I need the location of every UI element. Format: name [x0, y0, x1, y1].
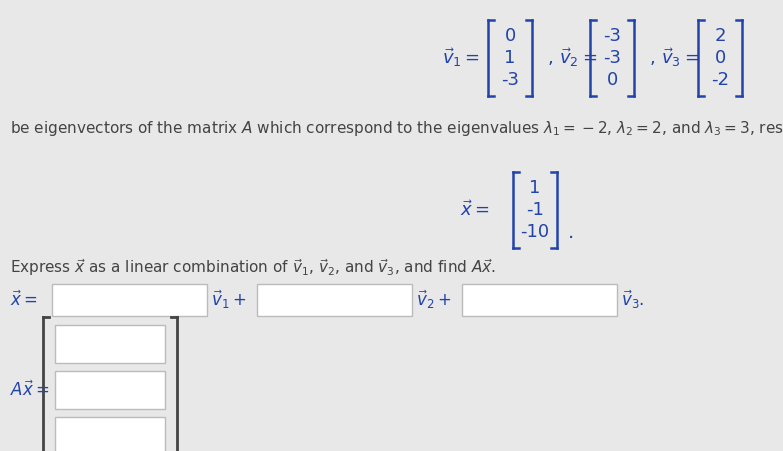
Text: 1: 1	[529, 179, 541, 197]
Text: $\vec{x} =$: $\vec{x} =$	[460, 200, 490, 220]
Text: $\vec{v}_1+$: $\vec{v}_1+$	[211, 289, 247, 311]
Text: 0: 0	[714, 49, 726, 67]
FancyBboxPatch shape	[55, 325, 165, 363]
Text: Express $\vec{x}$ as a linear combination of $\vec{v}_1$, $\vec{v}_2$, and $\vec: Express $\vec{x}$ as a linear combinatio…	[10, 258, 496, 278]
Text: be eigenvectors of the matrix $A$ which correspond to the eigenvalues $\lambda_1: be eigenvectors of the matrix $A$ which …	[10, 119, 783, 138]
FancyBboxPatch shape	[52, 284, 207, 316]
FancyBboxPatch shape	[257, 284, 412, 316]
Text: -10: -10	[521, 223, 550, 241]
Text: -2: -2	[711, 71, 729, 89]
Text: .: .	[568, 222, 574, 241]
Text: $\vec{v}_3.$: $\vec{v}_3.$	[621, 289, 644, 311]
Text: $,\,\vec{v}_2 =$: $,\,\vec{v}_2 =$	[547, 46, 597, 69]
Text: $,\,\vec{v}_3 =$: $,\,\vec{v}_3 =$	[649, 46, 699, 69]
Text: 2: 2	[714, 27, 726, 45]
FancyBboxPatch shape	[55, 417, 165, 451]
Text: -3: -3	[603, 49, 621, 67]
Text: 1: 1	[504, 49, 516, 67]
Text: -1: -1	[526, 201, 544, 219]
FancyBboxPatch shape	[462, 284, 617, 316]
Text: 0: 0	[504, 27, 516, 45]
Text: $\vec{x} =$: $\vec{x} =$	[10, 290, 38, 310]
Text: 0: 0	[606, 71, 618, 89]
Text: $\vec{v}_2+$: $\vec{v}_2+$	[416, 289, 451, 311]
Text: -3: -3	[603, 27, 621, 45]
Text: $\vec{v}_1 =$: $\vec{v}_1 =$	[442, 46, 480, 69]
Text: $A\vec{x} =$: $A\vec{x} =$	[10, 380, 49, 400]
Text: -3: -3	[501, 71, 519, 89]
FancyBboxPatch shape	[55, 371, 165, 409]
